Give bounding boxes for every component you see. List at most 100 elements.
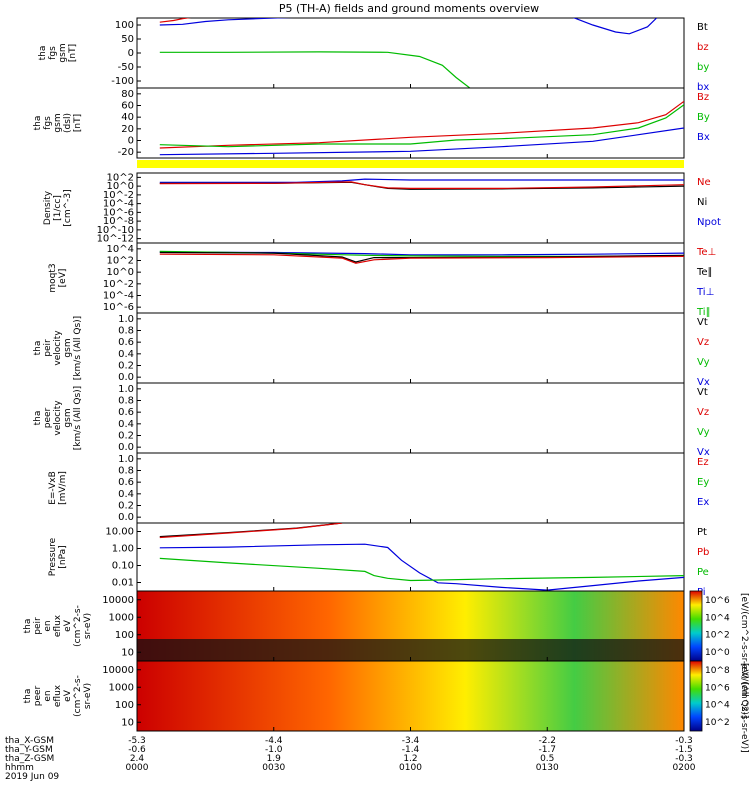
y-axis-label: gsm — [58, 43, 68, 62]
ephemeris-value: -1.4 — [402, 745, 420, 755]
legend-entry: Pb — [697, 547, 709, 558]
x-tick-label: 0130 — [536, 763, 559, 773]
y-axis-label: [km/s (All Qs)] — [73, 386, 83, 450]
y-axis-label: [nT] — [68, 44, 78, 62]
y-tick-label: 10^2 — [107, 256, 134, 267]
series-by — [159, 51, 471, 88]
colorbar-peir_spec — [689, 590, 703, 662]
legend-entry: Ne — [697, 177, 711, 188]
y-axis-label: (cm^2-s- — [73, 605, 83, 647]
y-tick-label: 0.8 — [118, 466, 134, 477]
y-tick-label: 10^-12 — [97, 234, 134, 245]
y-tick-label: 50 — [121, 34, 134, 45]
y-tick-label: 60 — [121, 101, 134, 112]
legend-entry: Vy — [697, 427, 710, 438]
legend-entry: Ni — [697, 197, 707, 208]
series-Te⊥ — [159, 253, 684, 264]
y-tick-label: 0.01 — [112, 578, 134, 589]
legend-entry: Npot — [697, 217, 721, 228]
y-axis-label: [km/s (All Qs)] — [73, 316, 83, 380]
legend-entry: Vx — [697, 377, 710, 388]
y-axis-label: gsm — [63, 408, 73, 427]
chart-title: P5 (TH-A) fields and ground moments over… — [279, 2, 539, 15]
y-tick-label: 0.2 — [118, 431, 134, 442]
panel-frame-vpeir — [136, 312, 685, 384]
y-axis-label: sr-eV) — [83, 683, 93, 709]
series-Bz — [159, 100, 684, 149]
x-tick-label: 0000 — [126, 763, 149, 773]
legend-entry: bz — [697, 42, 709, 53]
y-tick-label: 1.0 — [118, 314, 134, 325]
y-axis-label: tha — [33, 411, 43, 426]
legend-entry: Ti⊥ — [696, 287, 714, 298]
colorbar-tick-label: 10^6 — [705, 683, 730, 693]
y-axis-label: fgs — [48, 46, 58, 60]
legend-entry: Ex — [697, 497, 709, 508]
y-axis-label: velocity — [53, 400, 63, 436]
y-tick-label: 10000 — [102, 665, 134, 676]
y-tick-label: 10^0 — [107, 267, 134, 278]
y-axis-label: [nPa] — [58, 545, 68, 568]
y-axis-label: peer — [43, 407, 53, 428]
ephemeris-value: 2.4 — [130, 754, 145, 764]
legend-entry: by — [697, 62, 709, 73]
y-axis-label: eV — [63, 619, 73, 632]
ephemeris-label: 2019 Jun 09 — [5, 772, 59, 782]
y-tick-label: 0.4 — [118, 489, 134, 500]
y-tick-label: 10.00 — [105, 527, 134, 538]
legend-entry: Vx — [697, 447, 710, 458]
y-tick-label: 20 — [121, 124, 134, 135]
y-axis-label: peir — [43, 339, 53, 357]
y-axis-label: peer — [33, 685, 43, 706]
y-axis-label: E=-VxB — [48, 471, 58, 505]
ephemeris-value: -1.5 — [675, 745, 693, 755]
colorbar-tick-label: 10^4 — [705, 613, 730, 623]
y-tick-label: 0.4 — [118, 349, 134, 360]
y-tick-label: 0.6 — [118, 337, 134, 348]
y-tick-label: 10^-2 — [103, 279, 134, 290]
y-tick-label: 100 — [115, 630, 134, 641]
ephemeris-value: 0.5 — [540, 754, 554, 764]
legend-entry: Pt — [697, 527, 707, 538]
y-axis-label: [mV/m] — [58, 471, 68, 505]
colorbar-tick-label: 10^6 — [705, 596, 730, 606]
y-axis-label: tha — [33, 341, 43, 356]
y-tick-label: 10^4 — [107, 244, 134, 255]
panel-frame-vpeer — [136, 382, 685, 454]
series-Pi — [159, 543, 684, 591]
colorbar-label: [eV/(cm^2-s-sr-eV)] — [739, 663, 749, 753]
ephemeris-value: -3.4 — [402, 736, 420, 746]
y-tick-label: 100 — [115, 20, 134, 31]
y-tick-label: 0 — [128, 48, 134, 59]
legend-entry: Vy — [697, 357, 710, 368]
legend-entry: Bz — [697, 92, 709, 103]
legend-entry: Vz — [697, 337, 709, 348]
y-tick-label: 10^-6 — [103, 302, 134, 313]
series-Pe — [159, 557, 684, 582]
colorbar-tick-label: 10^0 — [705, 648, 730, 658]
y-tick-label: 0.2 — [118, 501, 134, 512]
y-tick-label: -20 — [118, 147, 134, 158]
y-axis-label: gsm — [63, 338, 73, 357]
y-axis-label: velocity — [53, 330, 63, 366]
y-tick-label: 0.0 — [118, 442, 134, 453]
ephemeris-value: -5.3 — [128, 736, 146, 746]
ephemeris-value: 1.9 — [267, 754, 282, 764]
legend-entry: Pe — [697, 567, 709, 578]
legend-entry: Vt — [697, 387, 708, 398]
y-tick-label: 0.8 — [118, 396, 134, 407]
legend-entry: Vt — [697, 317, 708, 328]
colorbar-label: [eV/(cm^2-s-sr-eV) (All Qs)] — [739, 593, 749, 718]
y-tick-label: -100 — [111, 76, 134, 87]
y-tick-label: 10^-6 — [103, 207, 134, 218]
series-By — [159, 104, 684, 148]
ephemeris-label: tha_Y-GSM — [5, 745, 53, 755]
series-Ne — [159, 181, 684, 189]
y-axis-label: en — [43, 690, 53, 701]
colorbar-peer_spec — [689, 660, 703, 732]
y-axis-label: [1/cc] — [53, 195, 63, 221]
panel-frame-fgs2 — [136, 87, 685, 159]
y-tick-label: 10000 — [102, 595, 134, 606]
y-tick-label: 0.6 — [118, 407, 134, 418]
